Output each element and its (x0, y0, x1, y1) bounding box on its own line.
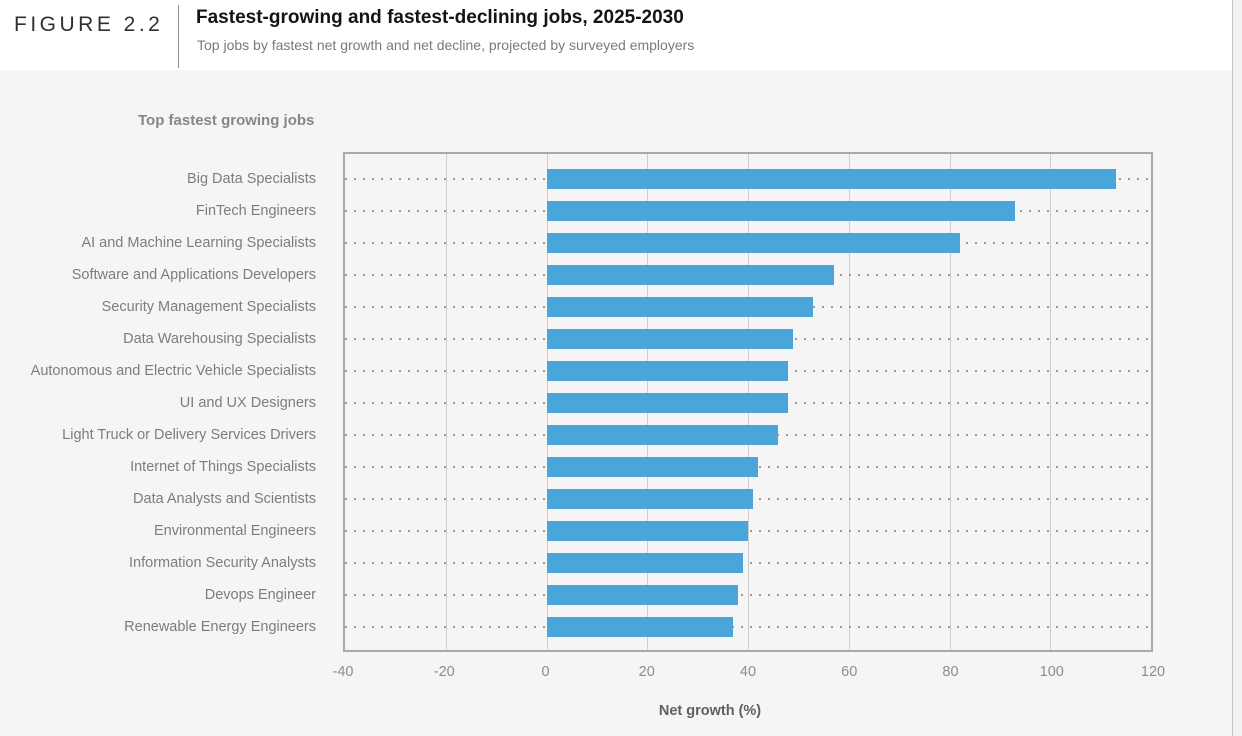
bar (546, 425, 779, 445)
bar (546, 297, 814, 317)
bar (546, 329, 794, 349)
header-divider (178, 5, 179, 68)
category-label: Devops Engineer (204, 587, 316, 603)
bar (546, 489, 754, 509)
bar-row (345, 323, 1151, 355)
category-label: FinTech Engineers (195, 203, 316, 219)
figure-number-label: FIGURE 2.2 (14, 13, 164, 36)
x-axis: -40 -20 0 20 40 60 80 100 120 (333, 652, 1166, 682)
leader-line (345, 530, 1151, 532)
category-label: Big Data Specialists (187, 171, 316, 187)
leader-line (345, 562, 1151, 564)
x-tick-label: 60 (841, 664, 858, 680)
x-tick-label: 100 (1039, 664, 1064, 680)
category-label: Software and Applications Developers (71, 267, 316, 283)
bar (546, 265, 834, 285)
bar (546, 553, 743, 573)
category-label: Internet of Things Specialists (130, 459, 316, 475)
bar (546, 169, 1116, 189)
bar (546, 457, 759, 477)
category-label: Security Management Specialists (101, 299, 316, 315)
category-label: Light Truck or Delivery Services Drivers (62, 427, 316, 443)
bar (546, 585, 738, 605)
category-label: Information Security Analysts (129, 555, 316, 571)
page-right-edge (1232, 0, 1242, 736)
bar-row (345, 163, 1151, 195)
leader-line (345, 594, 1151, 596)
bar-row (345, 387, 1151, 419)
bar-rows (345, 154, 1151, 650)
bar (546, 393, 789, 413)
bar (546, 521, 748, 541)
chart-section-title: Top fastest growing jobs (138, 112, 315, 129)
bar (546, 617, 733, 637)
category-label: Data Warehousing Specialists (123, 331, 316, 347)
bar-row (345, 547, 1151, 579)
bar-row (345, 515, 1151, 547)
x-tick-label: 120 (1140, 664, 1166, 680)
category-label: Autonomous and Electric Vehicle Speciali… (30, 363, 316, 379)
bar-row (345, 451, 1151, 483)
category-label: AI and Machine Learning Specialists (81, 235, 316, 251)
bar (546, 233, 960, 253)
figure-title: Fastest-growing and fastest-declining jo… (196, 7, 684, 28)
category-label: Data Analysts and Scientists (133, 491, 316, 507)
bar-row (345, 355, 1151, 387)
bar (546, 361, 789, 381)
bar-row (345, 291, 1151, 323)
figure-header: FIGURE 2.2 Fastest-growing and fastest-d… (0, 0, 1232, 70)
x-tick-label: -40 (332, 664, 354, 680)
figure-subtitle: Top jobs by fastest net growth and net d… (197, 37, 695, 53)
bar-row (345, 227, 1151, 259)
bar-row (345, 483, 1151, 515)
x-tick-label: 80 (942, 664, 959, 680)
plot-area (343, 152, 1153, 652)
bar-row (345, 611, 1151, 643)
x-tick-label: 0 (541, 664, 550, 680)
category-label: UI and UX Designers (179, 395, 316, 411)
x-axis-title: Net growth (%) (658, 703, 762, 719)
x-tick-label: 20 (638, 664, 655, 680)
category-label: Renewable Energy Engineers (124, 619, 316, 635)
category-labels: Big Data Specialists FinTech Engineers AI … (0, 154, 330, 650)
bar (546, 201, 1015, 221)
bar-row (345, 579, 1151, 611)
bar-row (345, 259, 1151, 291)
leader-line (345, 626, 1151, 628)
bar-row (345, 419, 1151, 451)
x-tick-label: 40 (739, 664, 757, 680)
x-tick-label: -20 (433, 664, 455, 680)
bar-row (345, 195, 1151, 227)
category-label: Environmental Engineers (153, 523, 316, 539)
